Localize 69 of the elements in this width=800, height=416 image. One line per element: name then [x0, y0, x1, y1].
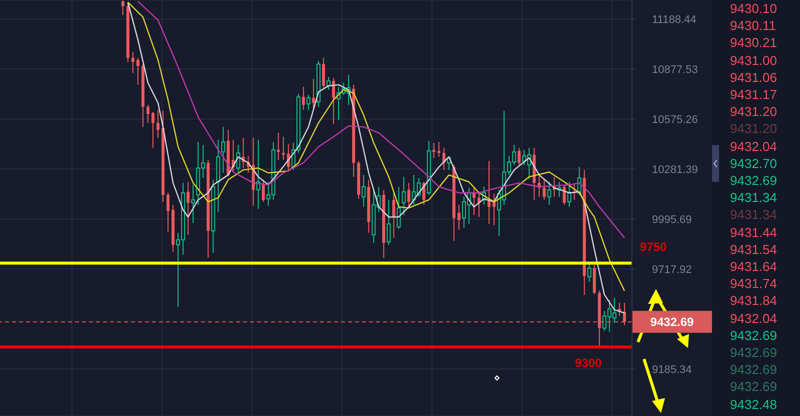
candlestick [518, 147, 521, 166]
candlestick [392, 192, 396, 238]
candlestick [262, 179, 265, 202]
candlestick [136, 57, 140, 86]
candlestick [386, 199, 391, 246]
candlestick [156, 109, 160, 138]
candlestick [151, 112, 154, 148]
text: 9431.54 [730, 242, 777, 258]
text: 9432.69 [730, 173, 777, 189]
candlestick [322, 57, 326, 88]
candlestick [332, 77, 336, 124]
y-tick-label: 10575.26 [652, 114, 698, 126]
candlestick [407, 182, 410, 208]
candlestick [457, 204, 460, 230]
text: 9431.17 [730, 87, 777, 103]
text: 9432.69 [730, 379, 777, 396]
text: 9432.70 [730, 156, 777, 172]
candlestick [567, 181, 572, 208]
candlestick [362, 174, 366, 208]
candlestick [186, 181, 190, 236]
y-tick-label: 9995.69 [652, 214, 692, 226]
candlestick [547, 181, 552, 206]
text: 9431.74 [730, 276, 777, 292]
text: 9431.06 [730, 70, 777, 86]
text: 9431.20 [730, 104, 777, 120]
text: 9432.48 [730, 396, 777, 413]
ref-line-label: 9432.69 [650, 314, 694, 329]
y-tick-label: 10281.39 [652, 164, 698, 176]
candlestick [121, 0, 124, 16]
text: 9431.20 [730, 121, 777, 138]
candlestick [221, 126, 226, 174]
candlestick [306, 94, 310, 110]
text: 9430.10 [730, 1, 777, 17]
y-tick-label: 9185.34 [652, 364, 692, 376]
text: 9431.34 [730, 207, 777, 224]
candlestick [146, 104, 150, 124]
candlestick [302, 86, 305, 110]
candlestick [312, 78, 315, 110]
candlestick [282, 136, 285, 160]
candlestick [542, 179, 546, 200]
line-series [137, 0, 626, 238]
text: 9432.04 [730, 138, 777, 155]
candlestick [432, 142, 436, 158]
candlestick [276, 132, 280, 160]
candlestick [437, 141, 440, 158]
text: 9431.64 [730, 259, 777, 275]
candlestick [166, 192, 170, 232]
candlestick [131, 51, 134, 74]
ref-line-label: 9300 [575, 356, 602, 370]
text: 9430.21 [730, 35, 777, 52]
text: 9432.69 [730, 328, 777, 344]
text: 9432.04 [730, 310, 777, 327]
text: 9431.00 [730, 52, 777, 69]
y-tick-label: 11188.44 [652, 14, 696, 26]
candlestick [191, 184, 196, 224]
y-tick-label: 9717.92 [652, 264, 692, 276]
text: 9431.34 [730, 190, 777, 206]
candlestick [492, 193, 496, 226]
candlestick [396, 186, 401, 230]
candlestick [402, 176, 406, 216]
candlestick [622, 302, 626, 326]
text: 9431.44 [730, 224, 777, 241]
candlestick [472, 187, 476, 216]
text: 9432.69 [730, 345, 777, 361]
text: 9431.84 [730, 293, 777, 310]
ref-line-label: 9750 [640, 240, 668, 254]
text: 9430.11 [730, 18, 776, 34]
y-tick-label: 10877.53 [652, 64, 698, 76]
text: 9432.69 [730, 362, 777, 378]
